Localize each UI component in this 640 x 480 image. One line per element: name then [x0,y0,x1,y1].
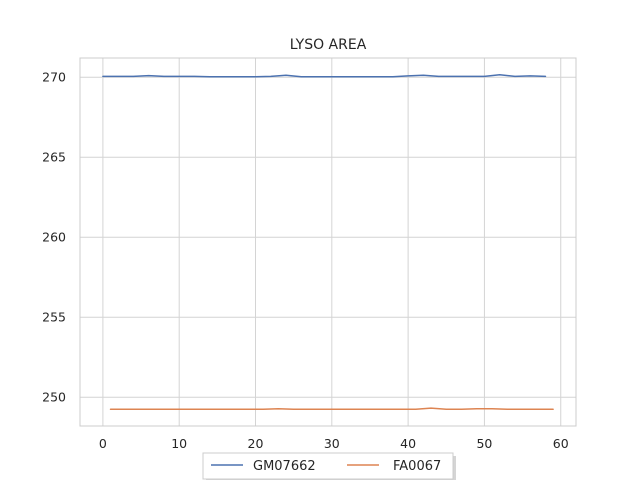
series-lines [102,74,554,410]
legend-label-fa0067: FA0067 [393,459,441,474]
tick-labels: 0 10 20 30 40 50 60 250 255 260 265 270 [42,70,569,451]
legend: GM07662 FA0067 [202,452,456,480]
x-tick-label: 10 [171,436,187,451]
series-line-gm07662 [102,74,547,78]
x-tick-label: 60 [553,436,569,451]
x-tick-label: 30 [324,436,340,451]
legend-label-gm07662: GM07662 [253,459,316,474]
series-line-fa0067 [109,407,554,410]
y-tick-label: 255 [42,310,66,325]
x-tick-label: 20 [248,436,264,451]
x-tick-label: 0 [99,436,107,451]
grid-lines [80,58,576,426]
chart-title: LYSO AREA [290,37,367,53]
y-tick-label: 270 [42,70,66,85]
plot-area-frame [79,57,577,427]
y-tick-label: 250 [42,390,66,405]
x-tick-label: 50 [476,436,492,451]
y-tick-label: 260 [42,230,66,245]
x-tick-label: 40 [400,436,416,451]
y-tick-label: 265 [42,150,66,165]
